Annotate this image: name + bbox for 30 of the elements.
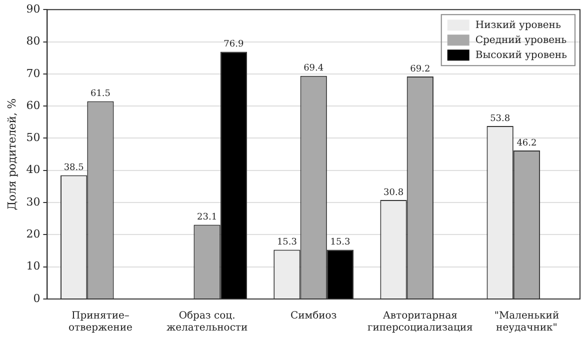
data-label: 69.2: [410, 64, 430, 74]
data-label: 30.8: [383, 188, 404, 198]
y-tick-label: 80: [26, 34, 40, 48]
legend-label: Низкий уровень: [475, 20, 562, 32]
x-tick-label: Авторитарная гиперсоциализация: [367, 310, 473, 334]
y-tick-label: 60: [26, 98, 40, 112]
data-label: 15.3: [276, 238, 298, 248]
y-tick-label: 0: [33, 292, 40, 305]
x-tick-label: Симбиоз: [290, 310, 337, 322]
data-label: 61.5: [90, 89, 111, 100]
legend-label: Средний уровень: [475, 35, 568, 46]
data-label: 38.5: [64, 163, 84, 174]
y-tick-label: 30: [26, 195, 40, 208]
data-label: 53.8: [490, 114, 510, 124]
y-tick-label: 90: [26, 2, 40, 16]
legend-label: Высокий уровень: [475, 50, 568, 62]
y-tick-label: 40: [26, 163, 40, 176]
data-label: 46.2: [516, 138, 537, 148]
y-tick-label: 20: [26, 228, 40, 241]
y-tick-label: 50: [26, 131, 40, 144]
data-label: 23.1: [197, 212, 218, 223]
x-tick-label: Принятие– отвержение: [68, 310, 132, 334]
data-label: 76.9: [224, 40, 244, 50]
x-tick-label: Образ соц. желательности: [166, 310, 248, 334]
data-label: 15.3: [330, 238, 351, 248]
y-axis-title: Доля родителей, %: [5, 98, 18, 210]
data-label: 69.4: [304, 64, 324, 74]
y-tick-label: 10: [26, 260, 40, 273]
y-tick-label: 70: [26, 66, 40, 80]
x-tick-label: "Маленький неудачник": [494, 310, 560, 334]
